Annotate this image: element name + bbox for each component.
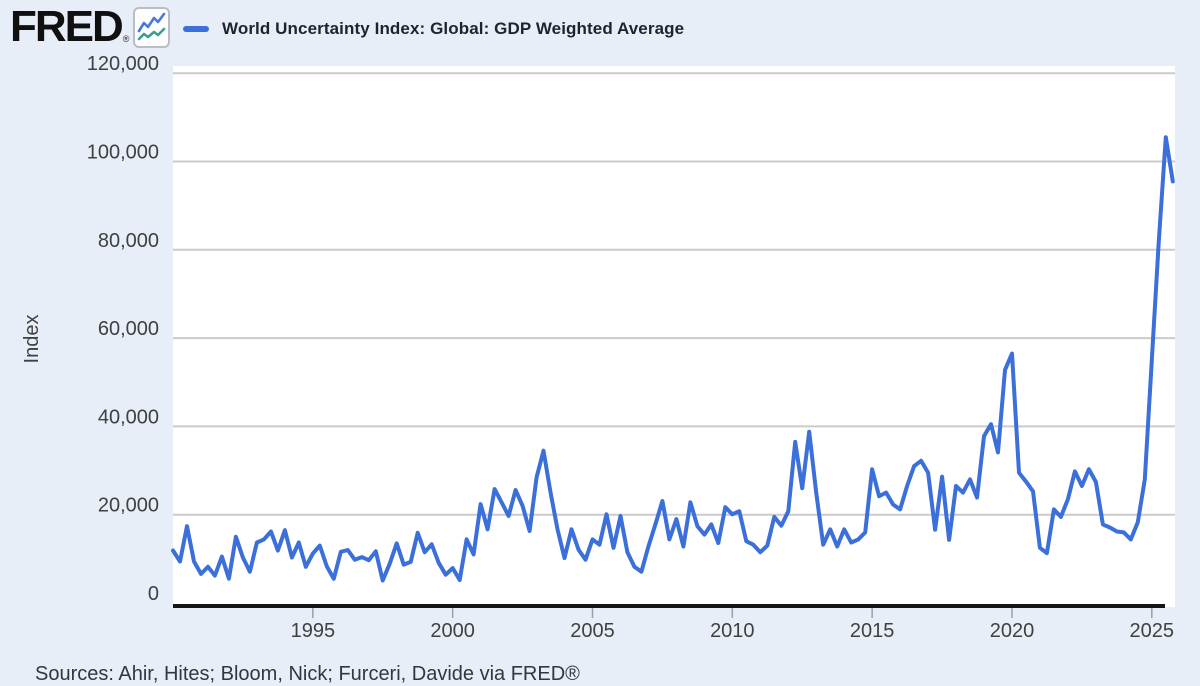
legend-series-label: World Uncertainty Index: Global: GDP Wei… (222, 19, 685, 38)
y-axis-title: Index (21, 315, 43, 364)
chart-legend: World Uncertainty Index: Global: GDP Wei… (183, 0, 684, 58)
y-tick-label: 80,000 (98, 230, 159, 252)
y-tick-label: 0 (148, 583, 159, 605)
fred-logo-text: FRED (10, 2, 124, 51)
y-tick-label: 40,000 (98, 406, 159, 428)
chart-header: FRED ® World Uncertainty Index: Global: … (0, 0, 1200, 58)
x-tick-label: 2025 (1130, 620, 1175, 642)
fred-registered-mark: ® (122, 34, 130, 44)
y-tick-label: 20,000 (98, 495, 159, 517)
series-line (171, 135, 1175, 583)
y-tick-label: 60,000 (98, 318, 159, 340)
x-tick-label: 2015 (850, 620, 895, 642)
x-tick-label: 2005 (570, 620, 615, 642)
x-tick-label: 1995 (291, 620, 336, 642)
fred-logo[interactable]: FRED ® (10, 2, 171, 52)
x-tick-label: 2000 (430, 620, 475, 642)
x-tick-label: 2020 (990, 620, 1035, 642)
sources-note: Sources: Ahir, Hites; Bloom, Nick; Furce… (35, 663, 580, 685)
legend-line-swatch (183, 26, 209, 32)
plot-area[interactable] (173, 66, 1175, 607)
y-tick-label: 100,000 (87, 142, 159, 164)
x-tick-label: 2010 (710, 620, 755, 642)
chart-canvas[interactable]: 0 20,000 40,000 60,000 80,000 100,000 120,000 I… (0, 0, 1200, 655)
fred-sparkline-icon (133, 6, 171, 48)
y-tick-label: 120,000 (87, 53, 159, 75)
